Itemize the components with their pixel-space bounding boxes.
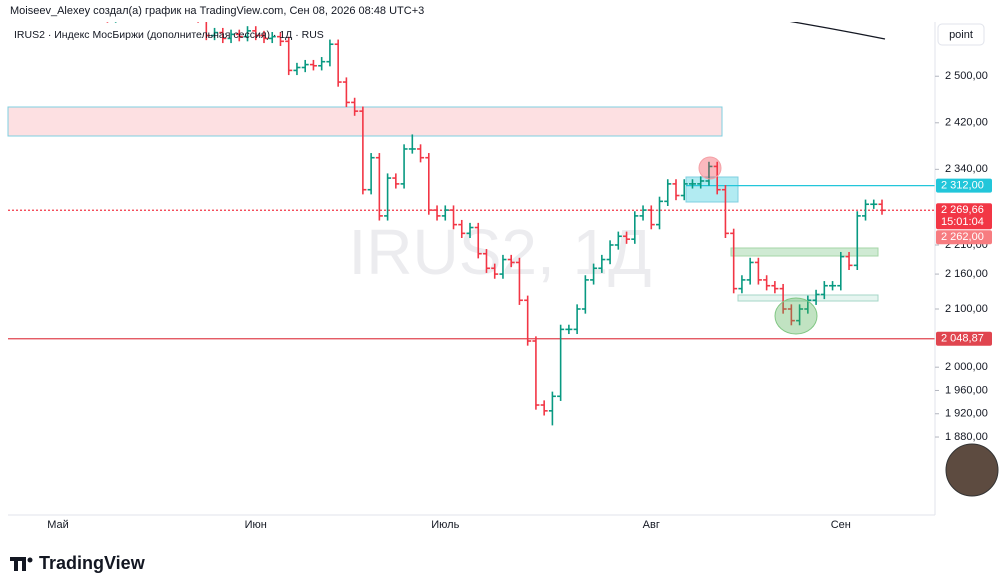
x-tick-label: Сен: [831, 519, 851, 531]
price-label-box: [936, 203, 992, 230]
logo-icon: [10, 557, 26, 571]
zone: [685, 176, 739, 203]
price-label-time: 15:01:04: [941, 216, 984, 228]
price-label: 2 048,87: [941, 333, 984, 345]
y-tick-label: 2 340,00: [945, 163, 988, 175]
levels: [8, 185, 935, 340]
logo: TradingView: [10, 553, 146, 573]
avatar: [945, 443, 999, 497]
highlight-circle: [698, 156, 722, 180]
point-button[interactable]: [937, 23, 985, 46]
y-tick-label: 2 160,00: [945, 268, 988, 280]
y-tick-label: 1 880,00: [945, 431, 988, 443]
zone: [7, 106, 723, 137]
logo-icon: [27, 557, 33, 563]
highlight-circle: [774, 297, 818, 335]
x-tick-label: Июн: [245, 519, 267, 531]
zone: [730, 247, 879, 257]
price-label: 2 312,00: [941, 180, 984, 192]
x-tick-label: Май: [47, 519, 69, 531]
y-tick-label: 2 000,00: [945, 361, 988, 373]
x-tick-label: Июль: [431, 519, 459, 531]
price-label: 2 262,00: [941, 231, 984, 243]
y-tick-label: 2 100,00: [945, 303, 988, 315]
price-label: 2 269,66: [941, 204, 984, 216]
header-bg: [0, 0, 935, 22]
header-text: Moiseev_Alexey создал(а) график на Tradi…: [10, 5, 424, 17]
price-label-box: [936, 178, 992, 193]
logo-text: TradingView: [39, 553, 146, 573]
x-tick-label: Авг: [643, 519, 660, 531]
zones: [7, 106, 879, 302]
legend-title: IRUS2 · Индекс МосБиржи (дополнительная …: [14, 29, 324, 41]
bars: [81, 0, 886, 426]
y-tick-label: 1 960,00: [945, 384, 988, 396]
watermark: IRUS2, 1Д: [349, 216, 652, 288]
y-tick-label: 2 420,00: [945, 117, 988, 129]
price-label-box: [936, 331, 992, 346]
overlays: [698, 17, 886, 335]
price-label-box: [936, 230, 992, 245]
point-button-label[interactable]: point: [949, 29, 973, 41]
y-tick-label: 1 920,00: [945, 408, 988, 420]
y-tick-label: 2 500,00: [945, 70, 988, 82]
